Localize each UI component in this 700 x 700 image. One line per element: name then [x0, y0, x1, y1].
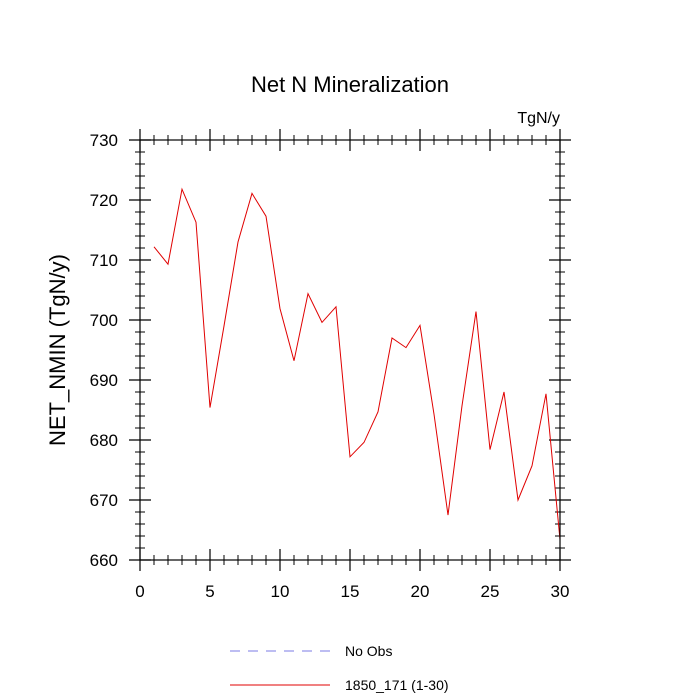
- chart-title: Net N Mineralization: [251, 72, 449, 97]
- units-label: TgN/y: [517, 110, 560, 127]
- major-ticks: [129, 129, 571, 571]
- legend: No Obs 1850_171 (1-30): [230, 643, 449, 693]
- x-tick-label: 25: [481, 582, 500, 601]
- minor-ticks: [135, 135, 565, 565]
- y-tick-label: 670: [90, 491, 118, 510]
- x-tick-label: 5: [205, 582, 214, 601]
- plot-frame: [139, 139, 561, 561]
- y-tick-label: 730: [90, 131, 118, 150]
- y-tick-label: 680: [90, 431, 118, 450]
- y-tick-label: 660: [90, 551, 118, 570]
- y-tick-label: 690: [90, 371, 118, 390]
- legend-label-1850-171: 1850_171 (1-30): [345, 677, 449, 693]
- y-tick-label: 700: [90, 311, 118, 330]
- y-tick-label: 710: [90, 251, 118, 270]
- x-tick-label: 30: [551, 582, 570, 601]
- x-tick-label: 15: [341, 582, 360, 601]
- x-tick-label: 0: [135, 582, 144, 601]
- y-axis-label: NET_NMIN (TgN/y): [45, 254, 70, 446]
- x-tick-label: 20: [411, 582, 430, 601]
- tick-labels: 0 5 10 15 20 25 30 660 670 680 690 700 710 720 730: [90, 131, 570, 601]
- x-tick-label: 10: [271, 582, 290, 601]
- legend-label-no-obs: No Obs: [345, 643, 392, 659]
- y-tick-label: 720: [90, 191, 118, 210]
- series-line-1: [153, 187, 561, 540]
- series-layer: [153, 187, 561, 540]
